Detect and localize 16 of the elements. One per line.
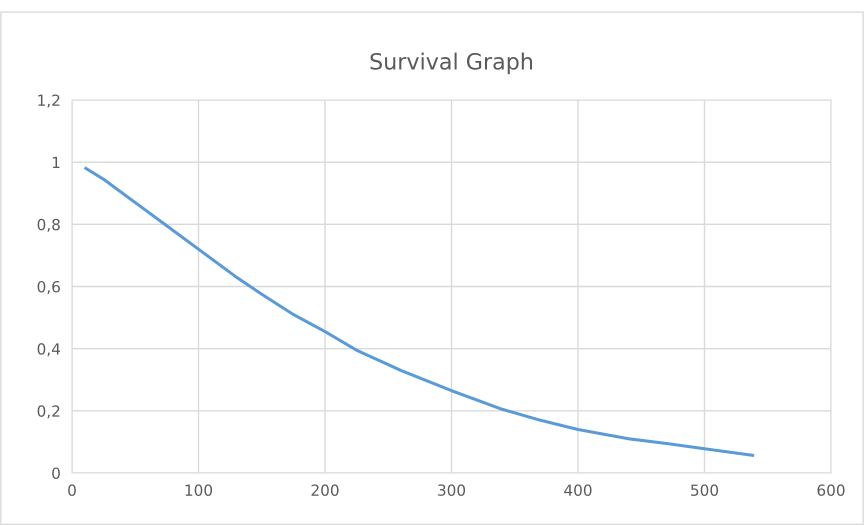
x-tick-label: 100 [186, 484, 212, 496]
y-tick-label: 0 [52, 467, 60, 480]
x-tick-label: 600 [817, 484, 845, 496]
y-tick-label: 1,2 [38, 94, 60, 108]
y-tick-label: 0,6 [38, 280, 60, 294]
y-tick-label: 0,4 [38, 343, 60, 356]
x-tick-label: 200 [312, 484, 339, 496]
x-tick-label: 400 [564, 484, 592, 496]
chart-title: Survival Graph [370, 52, 532, 74]
y-tick-label: 0,2 [38, 405, 60, 418]
x-tick-label: 0 [68, 484, 76, 496]
line-series [84, 166, 754, 457]
x-tick-label: 300 [438, 484, 466, 496]
y-tick-label: 1 [52, 156, 60, 168]
x-tick-label: 500 [691, 484, 718, 496]
y-tick-label: 0,8 [38, 218, 60, 232]
